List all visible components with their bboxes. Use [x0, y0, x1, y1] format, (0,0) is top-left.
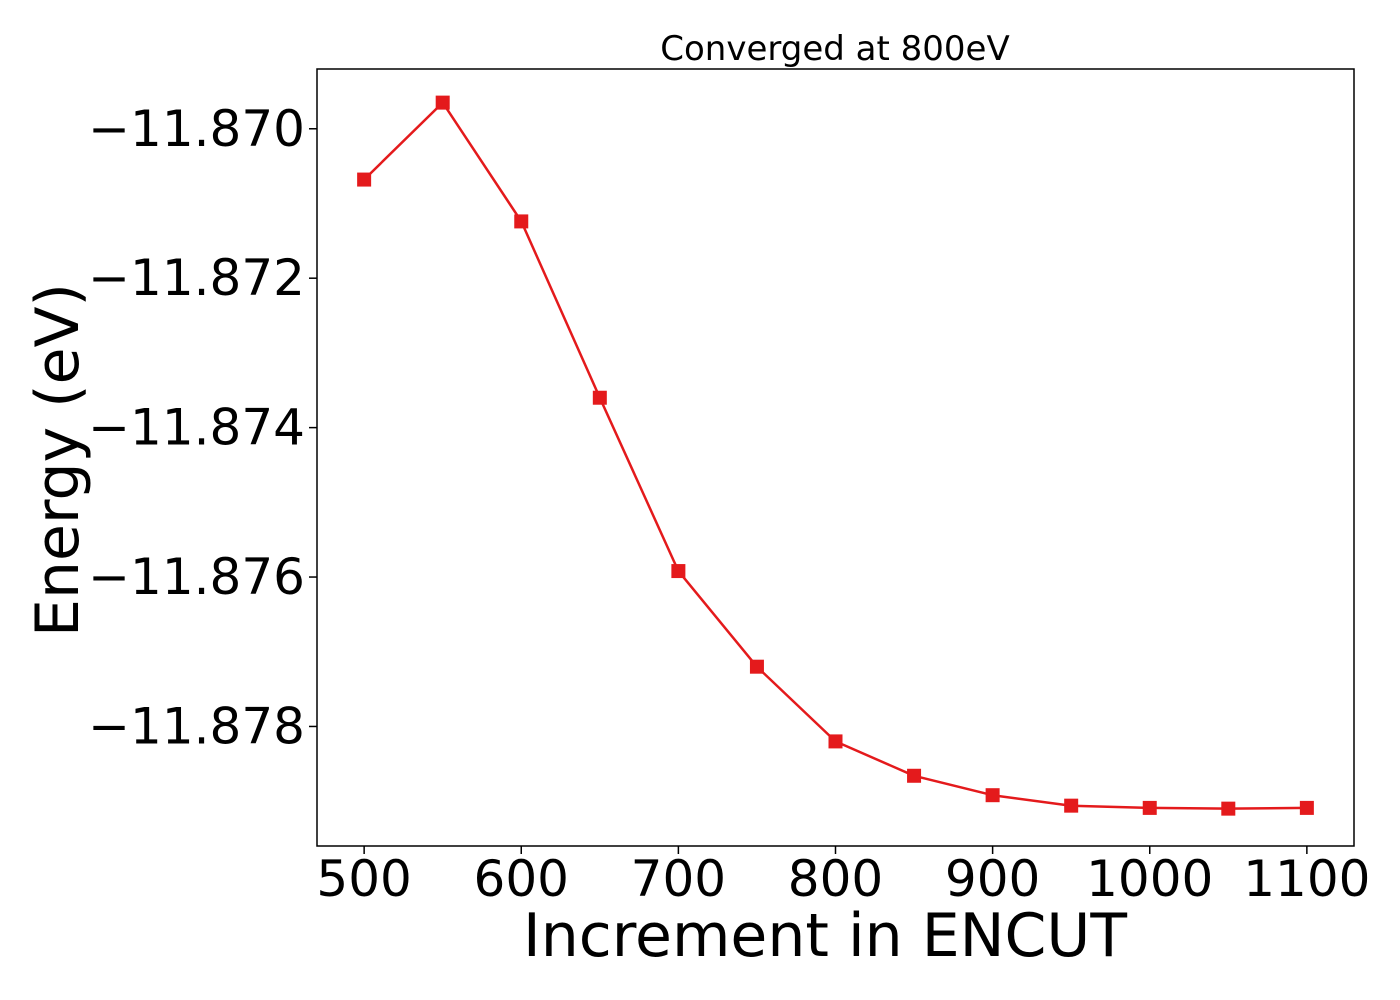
x-axis-ticks: 500 600 700 800 900 1000 1100: [316, 846, 1370, 908]
data-point-marker: [671, 564, 686, 579]
y-tick-label: −11.870: [88, 100, 305, 158]
data-point-marker: [907, 768, 922, 783]
y-tick-label: −11.878: [88, 697, 305, 755]
data-point-marker: [435, 95, 450, 110]
data-point-marker: [592, 390, 607, 405]
data-point-marker: [357, 172, 372, 187]
y-tick-label: −11.876: [88, 548, 305, 606]
data-point-marker: [985, 788, 1000, 803]
data-point-marker: [749, 659, 764, 674]
data-point-marker: [1221, 801, 1236, 816]
x-tick-label: 1000: [1086, 850, 1213, 908]
y-axis-ticks: −11.870 −11.872 −11.874 −11.876 −11.878: [88, 100, 317, 755]
data-point-marker: [1142, 800, 1157, 815]
y-tick-label: −11.874: [88, 399, 305, 457]
y-axis-title: Energy (eV): [23, 283, 93, 637]
y-tick-label: −11.872: [88, 249, 305, 307]
plot-area-frame: [316, 68, 1355, 847]
data-point-marker: [828, 734, 843, 749]
series-layer: [357, 95, 1314, 816]
x-tick-label: 600: [474, 850, 569, 908]
x-axis-title: Increment in ENCUT: [523, 901, 1127, 971]
data-point-marker: [1299, 800, 1314, 815]
data-point-marker: [514, 214, 529, 229]
x-tick-label: 700: [631, 850, 726, 908]
data-point-marker: [1064, 798, 1079, 813]
x-tick-label: 900: [945, 850, 1040, 908]
x-tick-label: 800: [788, 850, 883, 908]
x-tick-label: 1100: [1243, 850, 1370, 908]
x-tick-label: 500: [316, 850, 411, 908]
series-line: [363, 101, 1307, 810]
chart-title: Converged at 800eV: [660, 29, 1009, 69]
